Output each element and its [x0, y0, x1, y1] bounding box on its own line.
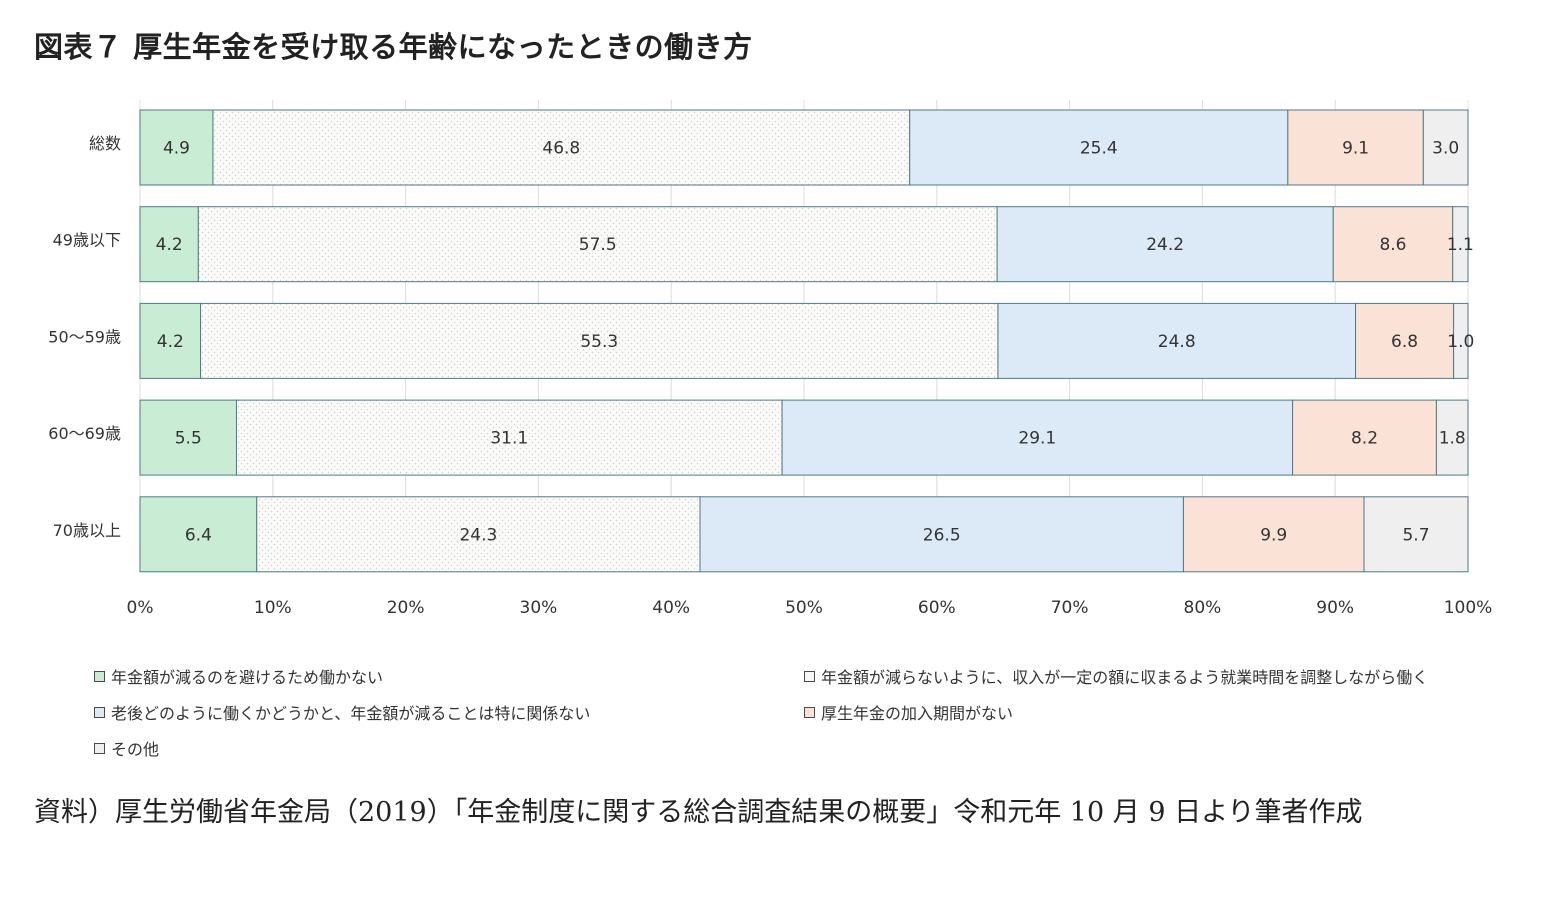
legend-label: 年金額が減らないように、収入が一定の額に収まるよう就業時間を調整しながら働く [821, 668, 1429, 687]
data-label: 1.1 [1447, 235, 1474, 255]
data-label: 9.1 [1342, 139, 1369, 159]
bar-segment [909, 109, 1289, 186]
bar-segment [1182, 496, 1365, 573]
bar-segment [197, 206, 998, 283]
x-tick-label: 0% [127, 598, 154, 618]
bar-segment [1355, 302, 1455, 379]
data-label: 31.1 [490, 429, 528, 449]
bar-segment [699, 496, 1184, 573]
data-label: 6.8 [1391, 332, 1418, 352]
category-label: 総数 [89, 134, 121, 153]
legend-item: 年金額が減るのを避けるため働かない [94, 664, 383, 688]
bar-segment [1363, 496, 1469, 573]
legend-swatch [94, 670, 105, 682]
x-tick-label: 80% [1184, 598, 1222, 618]
data-label: 24.3 [459, 525, 497, 545]
data-label: 4.2 [156, 235, 183, 255]
x-tick-label: 50% [785, 598, 823, 618]
legend-swatch [94, 706, 105, 718]
bar-segment [1422, 109, 1469, 186]
bar-segment [200, 302, 999, 379]
data-label: 55.3 [580, 332, 618, 352]
data-label: 9.9 [1260, 525, 1287, 545]
x-tick-label: 30% [520, 598, 558, 618]
legend-label: 年金額が減るのを避けるため働かない [111, 668, 384, 687]
category-label: 50～59歳 [48, 327, 121, 346]
data-label: 8.2 [1351, 429, 1378, 449]
data-label: 46.8 [542, 139, 580, 159]
x-tick-label: 60% [918, 598, 956, 618]
legend-label: 厚生年金の加入期間がない [821, 704, 1014, 723]
bar-segment [1332, 206, 1454, 283]
legend-swatch [94, 742, 105, 754]
legend-label: 老後どのように働くかどうかと、年金額が減ることは特に関係ない [111, 704, 591, 723]
category-label: 60～69歳 [48, 424, 121, 443]
bar-segment [235, 399, 783, 476]
bar-segment [139, 206, 199, 283]
legend-item: 年金額が減らないように、収入が一定の額に収まるよう就業時間を調整しながら働く [804, 664, 1428, 688]
bar-segment [1292, 399, 1437, 476]
stacked-bar-chart: 4.9 46.8 25.4 9.1 3.0 4.2 57.5 24.2 8.6 1.1 4.2 55.… [48, 100, 1493, 618]
bar-segment [1452, 206, 1469, 283]
data-label: 29.1 [1018, 429, 1056, 449]
bar-segment [256, 496, 701, 573]
bar-segment [1453, 302, 1469, 379]
data-label: 4.2 [157, 332, 184, 352]
data-label: 57.5 [579, 235, 617, 255]
data-label: 6.4 [185, 525, 212, 545]
legend-label: その他 [111, 740, 160, 759]
data-label: 26.5 [923, 525, 961, 545]
data-label: 24.2 [1146, 235, 1184, 255]
bars: 4.9 46.8 25.4 9.1 3.0 4.2 57.5 24.2 8.6 1.1 4.2 55.… [139, 109, 1474, 573]
data-label: 4.9 [163, 139, 190, 159]
category-label: 70歳以上 [53, 521, 121, 540]
legend-swatch [804, 706, 815, 718]
x-tick-label: 10% [254, 598, 292, 618]
x-tick-label: 20% [387, 598, 425, 618]
x-tick-label: 70% [1051, 598, 1089, 618]
data-label: 1.0 [1447, 332, 1474, 352]
legend-item: 老後どのように働くかどうかと、年金額が減ることは特に関係ない [94, 700, 590, 724]
source-note: 資料）厚生労働省年金局（2019）「年金制度に関する総合調査結果の概要」令和元年… [34, 797, 1363, 828]
bar-segment [139, 399, 237, 476]
data-label: 24.8 [1158, 332, 1196, 352]
bar-segment [1435, 399, 1469, 476]
data-label: 5.7 [1402, 525, 1429, 545]
legend-item: 厚生年金の加入期間がない [804, 700, 1013, 724]
category-labels: 総数 49歳以下 50～59歳 60～69歳 70歳以上 [48, 134, 121, 540]
data-label: 5.5 [175, 429, 202, 449]
data-label: 1.8 [1439, 429, 1466, 449]
data-label: 25.4 [1080, 139, 1118, 159]
category-label: 49歳以下 [53, 231, 121, 250]
bar-segment [139, 496, 258, 573]
legend-swatch [804, 670, 815, 682]
data-label: 3.0 [1432, 139, 1459, 159]
bar-segment [996, 206, 1334, 283]
x-tick-label: 90% [1316, 598, 1354, 618]
bar-segment [139, 302, 202, 379]
x-tick-label: 40% [652, 598, 690, 618]
x-tick-labels: 0% 10% 20% 30% 40% 50% 60% 70% 80% 90% 100% [127, 598, 1493, 618]
data-label: 8.6 [1379, 235, 1406, 255]
bar-segment [781, 399, 1294, 476]
x-tick-label: 100% [1444, 598, 1493, 618]
legend-item: その他 [94, 736, 159, 760]
page-title: 図表７ 厚生年金を受け取る年齢になったときの働き方 [34, 30, 753, 64]
